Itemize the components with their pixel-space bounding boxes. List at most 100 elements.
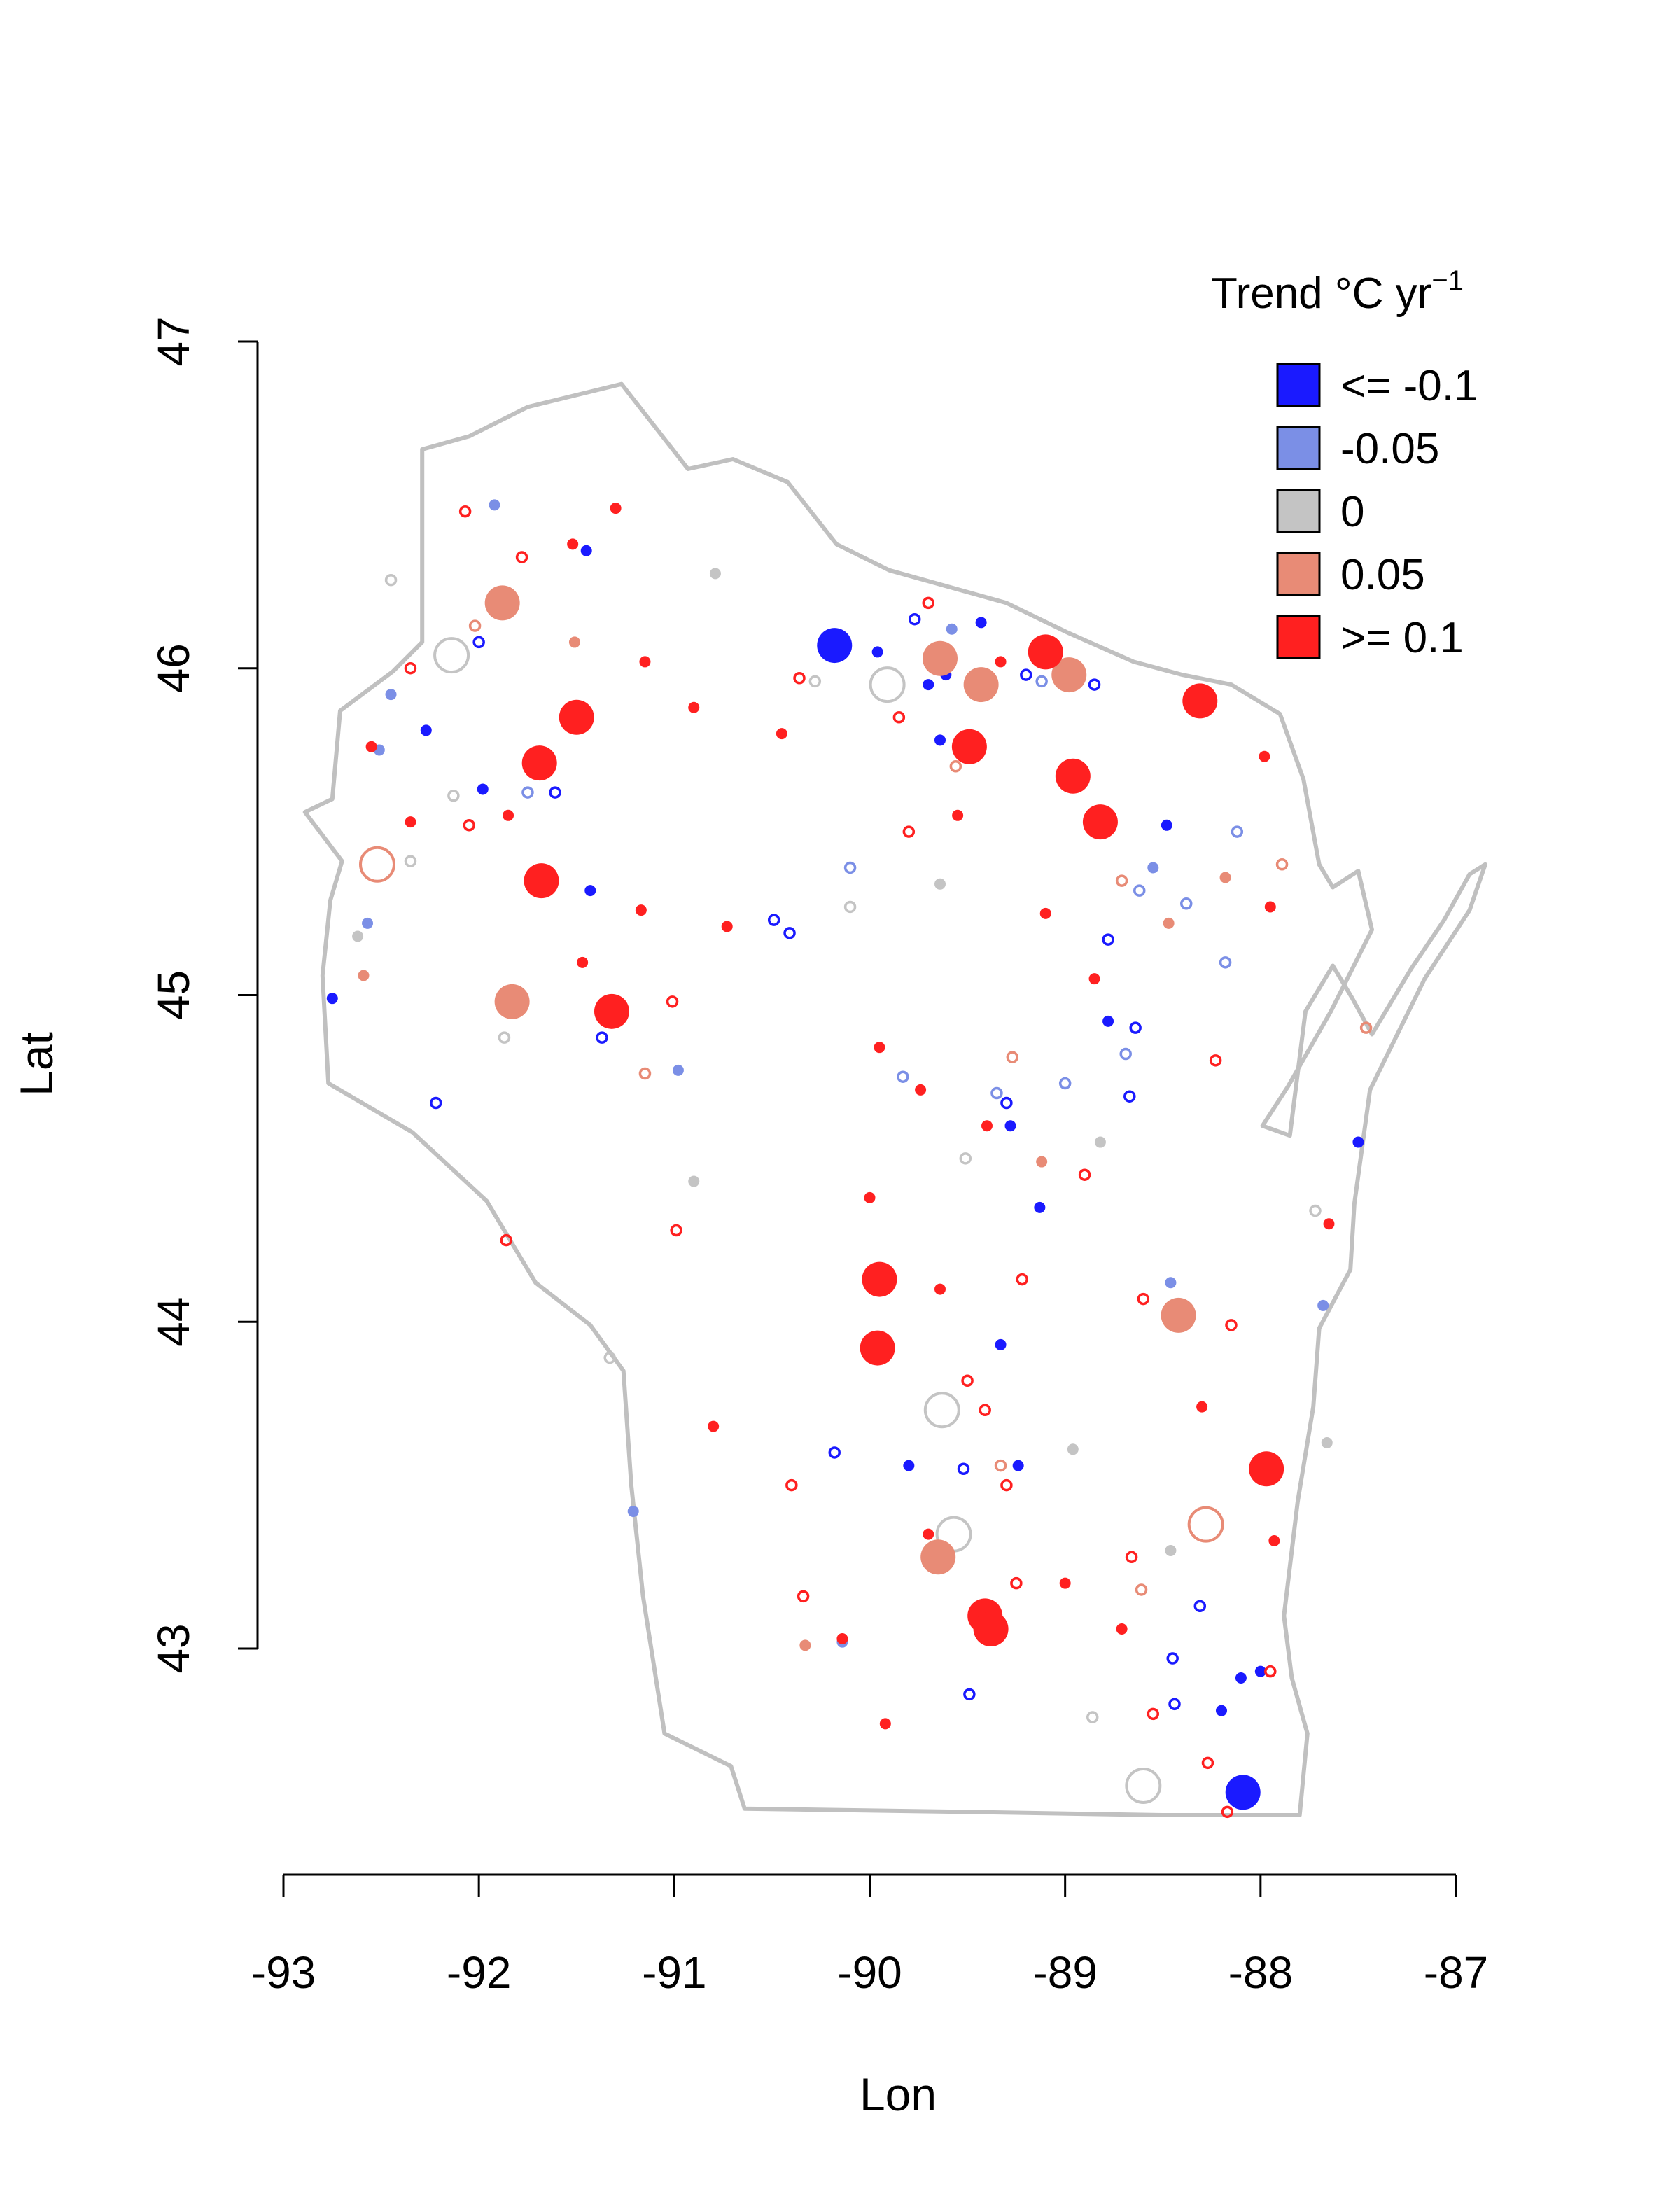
small-filled-point: [874, 1042, 886, 1054]
small-open-point: [447, 790, 460, 802]
small-filled-point: [1034, 1201, 1046, 1213]
large-filled-point: [522, 746, 557, 781]
large-open-point: [1187, 1506, 1224, 1543]
small-open-point: [1010, 1576, 1023, 1590]
large-filled-point: [860, 1330, 895, 1366]
x-axis: -93 -92 -91 -90 -89 -88 -87: [251, 1873, 1488, 1998]
small-open-point: [1209, 1054, 1222, 1067]
small-open-point: [596, 1031, 608, 1044]
legend-label: 0: [1340, 488, 1364, 536]
y-axis-label: Lat: [10, 1032, 62, 1096]
small-open-point: [1221, 1805, 1234, 1819]
y-tick-label: 46: [148, 643, 199, 693]
small-filled-point: [489, 499, 500, 511]
small-filled-point: [836, 1632, 848, 1644]
small-filled-point: [1268, 1534, 1280, 1546]
small-filled-point: [584, 885, 596, 897]
small-filled-point: [580, 545, 592, 556]
small-filled-point: [946, 623, 958, 635]
small-filled-point: [952, 809, 964, 821]
small-open-point: [1035, 675, 1048, 688]
small-filled-point: [1040, 907, 1051, 919]
small-filled-point: [776, 728, 788, 740]
small-filled-point: [610, 503, 622, 514]
large-open-point: [359, 846, 396, 883]
large-filled-point: [862, 1261, 897, 1297]
small-filled-point: [420, 724, 432, 736]
small-filled-point: [639, 656, 651, 668]
large-filled-point: [1082, 804, 1118, 840]
small-filled-point: [879, 1718, 891, 1730]
small-open-point: [1020, 668, 1032, 681]
small-open-point: [922, 596, 934, 610]
large-filled-point: [494, 983, 530, 1019]
y-tick-label: 44: [148, 1297, 199, 1347]
small-open-point: [463, 819, 475, 832]
large-filled-point: [594, 993, 629, 1029]
small-filled-point: [1102, 1015, 1114, 1027]
y-tick-label: 47: [148, 316, 199, 366]
small-open-point: [1129, 1021, 1142, 1034]
small-open-point: [1000, 1478, 1013, 1492]
small-open-point: [902, 825, 916, 838]
small-open-point: [1225, 1319, 1238, 1331]
small-filled-point: [864, 1191, 876, 1203]
small-filled-point: [709, 568, 721, 580]
small-filled-point: [358, 969, 370, 981]
x-tick-label: -89: [1032, 1947, 1098, 1998]
small-filled-point: [1321, 1436, 1333, 1448]
small-filled-point: [1147, 862, 1159, 874]
small-open-point: [808, 675, 822, 688]
small-open-point: [990, 1086, 1003, 1100]
large-filled-point: [1161, 1297, 1196, 1333]
x-tick-label: -88: [1228, 1947, 1294, 1998]
x-tick-label: -93: [251, 1947, 316, 1998]
large-open-point: [1125, 1768, 1162, 1805]
small-filled-point: [1259, 750, 1270, 762]
large-open-point: [923, 1392, 960, 1429]
small-open-point: [1359, 1021, 1373, 1034]
legend-items: <= -0.1 -0.05 0 0.05 >= 0.1: [1276, 362, 1478, 662]
small-open-point: [1115, 874, 1128, 887]
x-axis-ticks: -93 -92 -91 -90 -89 -88 -87: [251, 1875, 1488, 1998]
small-open-point: [949, 760, 962, 773]
small-filled-point: [385, 689, 397, 701]
trend-points: [326, 499, 1373, 1819]
small-open-point: [844, 861, 857, 874]
small-filled-point: [503, 809, 514, 821]
small-filled-point: [568, 636, 580, 648]
small-open-point: [797, 1590, 810, 1603]
x-tick-label: -90: [837, 1947, 902, 1998]
small-filled-point: [915, 1084, 927, 1096]
small-open-point: [1088, 678, 1101, 691]
legend-swatch: [1276, 426, 1321, 470]
small-open-point: [1102, 933, 1114, 946]
large-filled-point: [524, 863, 559, 899]
legend-swatch: [1276, 615, 1321, 659]
small-open-point: [1166, 1652, 1179, 1665]
small-filled-point: [1323, 1218, 1335, 1230]
large-filled-point: [920, 1539, 956, 1575]
large-filled-point: [817, 628, 853, 664]
small-filled-point: [1216, 1704, 1227, 1716]
small-filled-point: [708, 1420, 720, 1432]
small-filled-point: [1094, 1136, 1106, 1148]
small-open-point: [1264, 1665, 1277, 1678]
legend-title-text: Trend °C yr: [1211, 270, 1432, 318]
small-filled-point: [721, 920, 733, 932]
small-filled-point: [981, 1120, 993, 1132]
small-open-point: [1219, 956, 1232, 969]
small-filled-point: [477, 783, 489, 795]
small-filled-point: [934, 734, 946, 746]
small-open-point: [892, 711, 906, 724]
small-open-point: [979, 1404, 991, 1417]
small-open-point: [468, 620, 482, 632]
small-open-point: [670, 1224, 682, 1237]
small-filled-point: [627, 1505, 639, 1517]
small-open-point: [1180, 897, 1193, 910]
small-open-point: [1000, 1096, 1013, 1110]
small-filled-point: [1254, 1665, 1266, 1677]
small-open-point: [603, 1351, 616, 1364]
small-open-point: [1168, 1698, 1181, 1711]
y-axis: 43 44 45 46 47: [148, 316, 259, 1674]
